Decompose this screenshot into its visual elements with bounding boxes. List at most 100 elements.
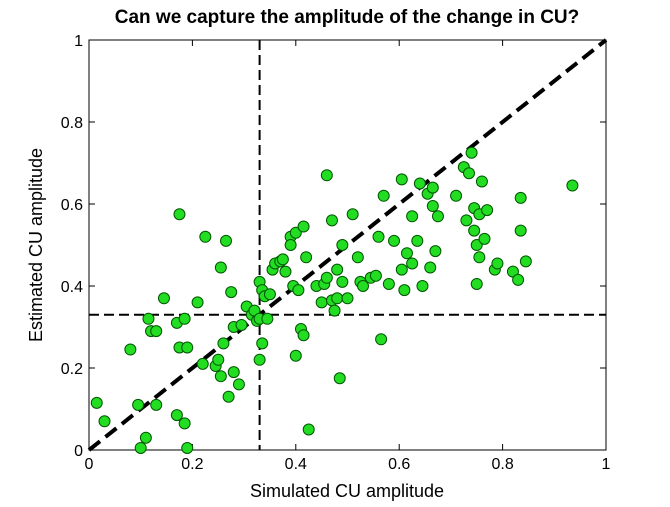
data-point [411,234,424,247]
x-tick-label: 1 [602,456,611,473]
data-point [214,370,227,383]
data-point [424,261,437,274]
data-point [519,255,532,268]
data-point [481,204,494,217]
data-point [315,296,328,309]
data-point [263,288,276,301]
data-point [289,349,302,362]
data-point [475,175,488,188]
data-point [514,224,527,237]
data-point [336,275,349,288]
data-point [150,325,163,338]
data-point [462,167,475,180]
data-point [333,372,346,385]
data-point [181,341,194,354]
data-point [465,146,478,159]
y-axis-label: Estimated CU amplitude [26,148,46,342]
data-point [398,284,411,297]
data-point [450,189,463,202]
data-point [470,277,483,290]
data-point [431,210,444,223]
data-point [199,230,212,243]
data-point [320,271,333,284]
data-point [132,398,145,411]
data-point [413,177,426,190]
data-point [222,390,235,403]
data-point [372,230,385,243]
y-tick-label: 0.6 [61,197,83,214]
data-point [279,265,292,278]
y-tick-label: 0 [74,443,83,460]
data-point [369,269,382,282]
data-point [491,257,504,270]
data-point [336,239,349,251]
data-point [300,251,313,264]
data-point [382,277,395,290]
data-point [328,304,341,317]
data-point [375,333,388,346]
data-point [214,261,227,274]
data-point [142,312,155,325]
data-point [460,214,473,227]
reference-lines [87,38,608,452]
data-point [478,232,491,245]
data-point [220,234,233,247]
x-tick-label: 0 [85,456,94,473]
data-point [181,441,194,454]
x-tick-label: 0.8 [491,456,513,473]
data-point [468,224,481,237]
data-point [566,179,579,192]
data-point [400,247,413,260]
data-point [292,284,305,297]
data-point [178,312,191,325]
data-point [196,357,209,370]
identity-line [87,38,608,452]
data-point [331,292,344,305]
data-point [302,423,315,436]
data-point [297,220,310,233]
x-tick-label: 0.2 [181,456,203,473]
data-point [235,318,248,331]
data-point [217,337,230,350]
data-point [377,189,390,202]
y-tick-label: 0.2 [61,361,83,378]
data-point [473,251,486,264]
data-point [212,353,225,366]
data-point [395,173,408,186]
x-axis: 0 0.2 0.4 0.6 0.8 1 [85,40,611,473]
data-point [134,441,147,454]
data-point [351,251,364,264]
y-tick-label: 0.8 [61,115,83,132]
data-point [98,415,111,428]
data-point [124,343,137,356]
y-tick-label: 0.4 [61,279,83,296]
data-point [232,378,245,391]
data-point [139,431,152,444]
data-point [357,280,370,292]
data-point [297,329,310,342]
x-tick-label: 0.4 [285,456,307,473]
data-point [157,292,170,305]
data-point [191,296,204,309]
data-point [261,312,274,325]
data-point [90,396,103,409]
data-point [289,226,302,239]
data-point [341,292,354,305]
data-point [395,263,408,276]
data-points [90,146,579,454]
data-point [320,169,333,182]
data-point [406,210,419,223]
data-point [170,409,183,422]
data-point [256,337,269,350]
y-tick-label: 1 [74,33,83,50]
data-point [331,263,344,276]
chart-title: Can we capture the amplitude of the chan… [115,7,580,28]
data-point [426,181,439,194]
data-point [470,239,483,251]
data-point [150,398,163,411]
x-tick-label: 0.6 [388,456,410,473]
data-point [512,273,525,286]
data-point [514,191,527,204]
data-point [276,253,289,266]
